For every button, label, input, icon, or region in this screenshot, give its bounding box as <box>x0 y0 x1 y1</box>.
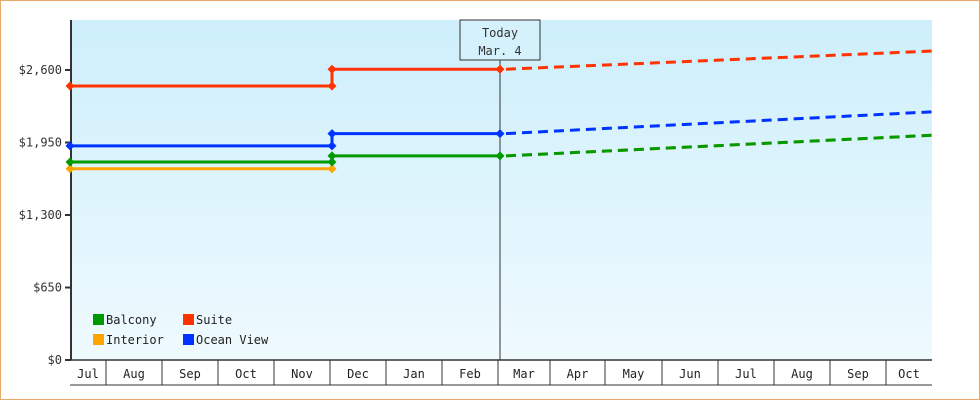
forecast-line-ocean-view <box>505 110 933 136</box>
x-tick-label: Oct <box>898 367 920 381</box>
x-tick-label: May <box>623 367 645 381</box>
plot-area <box>71 20 932 360</box>
x-tick-label: Dec <box>347 367 369 381</box>
today-box <box>459 19 541 61</box>
y-tick-label: $1,300 <box>19 208 62 222</box>
series-lines <box>65 49 933 174</box>
forecast-line-balcony <box>505 133 933 158</box>
x-tick-label: Sep <box>847 367 869 381</box>
x-tick-label: Mar <box>513 367 535 381</box>
legend-label[interactable]: Ocean View <box>196 333 269 347</box>
today-label: Today <box>482 26 518 40</box>
legend-swatch-ocean-view <box>183 334 194 345</box>
data-point[interactable] <box>327 81 337 91</box>
data-point[interactable] <box>327 141 337 151</box>
x-tick-label: Nov <box>291 367 313 381</box>
legend: Balcony Suite Interior Ocean View <box>93 313 269 347</box>
legend-swatch-suite <box>183 314 194 325</box>
data-point[interactable] <box>327 129 337 139</box>
data-point[interactable] <box>65 164 75 174</box>
x-tick-label: Jul <box>735 367 757 381</box>
y-tick-label: $0 <box>48 353 62 367</box>
data-point[interactable] <box>495 151 505 161</box>
x-axis: Jul Aug Sep Oct Nov Dec Jan Feb Mar Apr May Jun Jul A… <box>70 359 932 386</box>
x-tick-label: Oct <box>235 367 257 381</box>
legend-label[interactable]: Interior <box>106 333 164 347</box>
data-point[interactable] <box>327 157 337 167</box>
x-tick-label: Sep <box>179 367 201 381</box>
data-point[interactable] <box>327 164 337 174</box>
data-point[interactable] <box>495 64 505 74</box>
y-tick-label: $2,600 <box>19 63 62 77</box>
x-tick-label: Apr <box>567 367 589 381</box>
legend-swatch-interior <box>93 334 104 345</box>
x-tick-label: Jul <box>77 367 99 381</box>
x-tick-label: Jun <box>679 367 701 381</box>
data-point[interactable] <box>65 157 75 167</box>
forecast-line-suite <box>505 49 933 71</box>
history-line-ocean-view <box>70 132 500 148</box>
y-axis: $0 $650 $1,300 $1,950 $2,600 <box>19 20 72 367</box>
legend-label[interactable]: Balcony <box>106 313 157 327</box>
x-tick-label: Aug <box>791 367 813 381</box>
x-tick-label: Jan <box>403 367 425 381</box>
today-marker: Today Mar. 4 <box>459 19 541 360</box>
y-tick-label: $1,950 <box>19 136 62 150</box>
data-point[interactable] <box>327 151 337 161</box>
y-tick-label: $650 <box>33 281 62 295</box>
history-line-suite <box>70 67 500 88</box>
data-point[interactable] <box>327 64 337 74</box>
data-point[interactable] <box>65 141 75 151</box>
data-point[interactable] <box>65 81 75 91</box>
legend-swatch-balcony <box>93 314 104 325</box>
legend-label[interactable]: Suite <box>196 313 232 327</box>
data-point[interactable] <box>495 129 505 139</box>
today-date: Mar. 4 <box>478 44 521 58</box>
x-tick-label: Feb <box>459 367 481 381</box>
x-tick-label: Aug <box>123 367 145 381</box>
